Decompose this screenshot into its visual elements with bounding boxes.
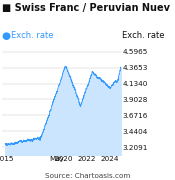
Text: ●: ●	[2, 31, 11, 42]
Text: Exch. rate: Exch. rate	[11, 31, 54, 40]
Text: Source: Chartoasis.com: Source: Chartoasis.com	[45, 173, 130, 179]
Text: Exch. rate: Exch. rate	[122, 31, 164, 40]
Text: ■ Swiss Franc / Peruvian Nuev: ■ Swiss Franc / Peruvian Nuev	[2, 3, 170, 13]
